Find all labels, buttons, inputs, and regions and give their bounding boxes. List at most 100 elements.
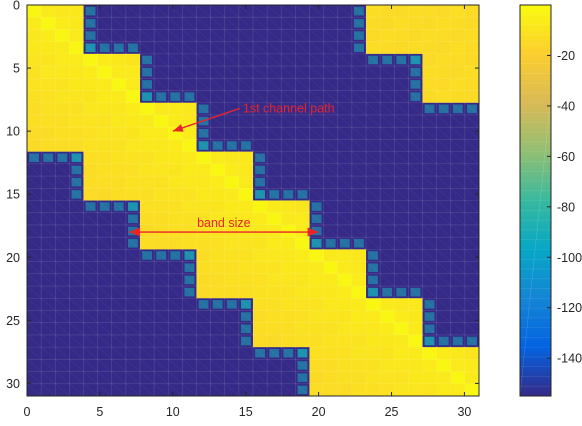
heatmap-cell (210, 310, 226, 324)
heatmap-cell (464, 41, 479, 55)
heatmap-cell (450, 237, 466, 250)
heatmap-cell (97, 359, 113, 373)
heatmap-cell (27, 163, 42, 177)
heatmap-cell (125, 188, 141, 202)
heatmap-cell (309, 298, 325, 312)
heatmap-cell (125, 322, 141, 336)
heatmap-cell (253, 41, 268, 55)
heatmap-cell (450, 29, 466, 43)
heatmap-cell (182, 334, 198, 348)
heatmap-cell (436, 273, 452, 287)
heatmap-cell (380, 322, 395, 336)
heatmap-edge-cell (311, 214, 322, 224)
heatmap-cell (238, 371, 254, 385)
heatmap-cell (394, 102, 409, 116)
heatmap-cell (224, 261, 240, 275)
heatmap-cell (238, 90, 254, 104)
heatmap-cell (97, 249, 113, 263)
heatmap-cell (196, 261, 212, 275)
heatmap-cell (210, 273, 226, 287)
heatmap-edge-cell (71, 177, 82, 187)
heatmap-cell (224, 188, 240, 202)
heatmap-cell (41, 334, 56, 348)
heatmap-cell (97, 224, 113, 238)
heatmap-cell (125, 151, 141, 165)
heatmap-cell (69, 273, 85, 287)
heatmap-cell (140, 359, 155, 373)
heatmap-cell (436, 200, 452, 214)
heatmap-cell (351, 66, 367, 79)
heatmap-cell (450, 359, 466, 373)
heatmap-cell (408, 383, 424, 396)
heatmap-cell (380, 298, 395, 312)
heatmap-cell (309, 347, 325, 360)
heatmap-cell (253, 322, 268, 336)
heatmap-cell (168, 322, 183, 336)
heatmap-cell (436, 5, 452, 18)
heatmap-cell (253, 66, 268, 79)
heatmap-cell (83, 78, 99, 92)
heatmap-cell (422, 371, 438, 385)
heatmap-edge-cell (368, 55, 379, 65)
heatmap-cell (41, 212, 56, 226)
heatmap-cell (309, 334, 325, 348)
heatmap-cell (380, 114, 395, 128)
heatmap-cell (210, 261, 226, 275)
heatmap-edge-cell (170, 251, 181, 260)
heatmap-cell (436, 237, 452, 250)
heatmap-cell (41, 298, 56, 312)
heatmap-cell (366, 200, 381, 214)
heatmap-cell (196, 359, 212, 373)
heatmap-cell (436, 29, 452, 43)
heatmap-cell (337, 163, 353, 177)
heatmap-cell (210, 29, 226, 43)
heatmap-cell (408, 347, 424, 360)
heatmap-cell (182, 347, 198, 360)
heatmap-cell (337, 273, 353, 287)
heatmap-cell (83, 347, 99, 360)
heatmap-cell (351, 347, 367, 360)
heatmap-cell (83, 102, 99, 116)
heatmap-cell (196, 5, 212, 18)
heatmap-edge-cell (424, 300, 435, 309)
heatmap-cell (267, 53, 282, 67)
heatmap-cell (337, 17, 353, 31)
heatmap-cell (436, 90, 452, 104)
heatmap-edge-cell (353, 19, 364, 28)
mesh-line-diagonal (394, 5, 479, 79)
heatmap-cell (366, 310, 381, 324)
heatmap-cell (323, 66, 339, 79)
heatmap-cell (436, 114, 452, 128)
heatmap-edge-cell (297, 348, 308, 358)
heatmap-cell (337, 41, 353, 55)
heatmap-cell (224, 383, 240, 396)
heatmap-cell (111, 310, 127, 324)
heatmap-cell (210, 322, 226, 336)
heatmap-cell (422, 249, 438, 263)
heatmap-cell (436, 139, 452, 153)
heatmap-cell (140, 163, 155, 177)
heatmap-cell (380, 139, 395, 153)
heatmap-cell (351, 200, 367, 214)
heatmap-cell (309, 359, 325, 373)
heatmap-cell (168, 310, 183, 324)
heatmap-edge-cell (353, 6, 364, 16)
heatmap-cell (210, 102, 226, 116)
heatmap-cell (97, 212, 113, 226)
heatmap-cell (154, 114, 169, 128)
heatmap-cell (380, 310, 395, 324)
heatmap-cell (436, 151, 452, 165)
colorbar-fill (520, 5, 551, 396)
heatmap-cell (323, 347, 339, 360)
mesh-line-diagonal (27, 102, 367, 396)
heatmap-cell (295, 334, 311, 348)
heatmap-cell (182, 212, 198, 226)
heatmap-edge-cell (71, 190, 82, 199)
heatmap-cell (436, 224, 452, 238)
heatmap-cell (41, 5, 56, 18)
heatmap-cell (380, 90, 395, 104)
heatmap-cell (182, 163, 198, 177)
mesh-line-diagonal (111, 5, 479, 324)
heatmap-edge-cell (184, 92, 195, 101)
heatmap-cell (111, 114, 127, 128)
